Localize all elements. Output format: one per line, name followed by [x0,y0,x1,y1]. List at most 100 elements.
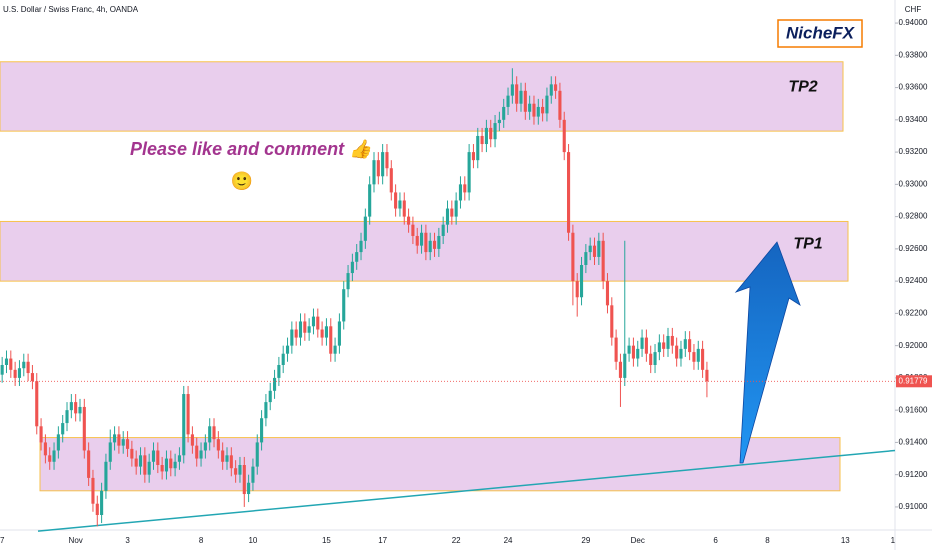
candle-body [532,103,536,117]
candle-body [95,503,99,515]
candle-body [679,348,683,359]
candle-body [216,439,220,451]
candle-body [567,152,571,233]
zones: TP2 TP1 [0,61,896,532]
candle-body [584,252,588,265]
candle-body [346,273,350,290]
y-tick-label: 0.94000 [899,18,928,27]
candle-body [432,240,437,249]
candle-body [203,442,207,451]
x-tick-label: 24 [504,536,513,545]
candle-body [333,345,337,354]
candle-body [355,252,359,262]
candle-body [337,321,341,346]
y-tick-label: 0.91200 [899,470,928,479]
candle-body [260,418,264,443]
candle-body [342,289,346,322]
x-tick-label: Dec [631,536,645,545]
candle-body [186,394,190,435]
candle-body [489,127,493,140]
candle-body [316,316,320,330]
y-tick-label: 0.93800 [899,50,928,59]
candle-body [688,339,692,353]
candle-body [437,235,441,249]
y-tick-label: 0.93200 [899,147,928,156]
candle-body [519,90,523,104]
candle-body [562,119,566,153]
x-tick-label: 1 [891,536,896,545]
candle-body [541,106,545,114]
candle-body [601,240,605,282]
candle-body [298,321,303,338]
candle-body [623,353,627,378]
candle-body [662,342,666,349]
candle-body [463,184,467,193]
candle-body [87,450,91,478]
candle-body [134,458,138,467]
candle-body [229,455,233,469]
candle-body [125,439,130,449]
candle-body [705,369,709,382]
zone [0,61,844,132]
candle-body [9,358,13,370]
candle-body [450,208,454,217]
x-tick-label: 22 [452,536,461,545]
candle-body [329,326,333,354]
x-tick-label: Nov [69,536,83,545]
candle-body [108,442,112,462]
candle-body [644,337,648,354]
plot [0,68,709,527]
candle-body [43,442,47,456]
candle-body [359,240,363,253]
candle-body [523,90,527,112]
last-price-label: 0.91779 [899,376,928,385]
candle-body [13,369,17,378]
candle-body [199,450,203,459]
y-tick-label: 0.92000 [899,341,928,350]
candle-body [394,192,398,209]
candle-body [294,329,298,338]
axis-unit: CHF [905,5,922,14]
candle-body [389,168,393,193]
candle-body [30,373,34,382]
candle-body [415,235,419,246]
x-tick-label: 10 [248,536,257,545]
candle-body [234,468,238,475]
candle-body [402,200,406,217]
y-tick-label: 0.92200 [899,308,928,317]
candle-body [264,402,268,419]
candle-body [627,345,631,354]
candle-body [683,339,687,349]
last-price-box [896,375,932,388]
x-tick-label: 17 [378,536,387,545]
y-tick-label: 0.91600 [899,405,928,414]
candle-body [420,232,424,246]
candle-body [164,458,169,472]
candle-body [657,342,661,353]
candle-body [247,482,251,495]
candle-body [255,442,259,467]
candle-body [471,152,475,161]
candle-body [666,335,670,349]
x-tick-label: 8 [199,536,204,545]
candle-body [221,450,225,462]
candle-body [39,426,43,443]
candle-body [502,106,506,120]
y-tick-label: 0.92400 [899,276,928,285]
candle-body [670,335,674,346]
candle-body [407,216,411,225]
candle-body [579,265,584,298]
candle-body [147,461,151,475]
candle-body [208,426,212,443]
candle-body [381,152,385,177]
candle-body [398,200,402,209]
arrow [734,241,801,464]
candle-body [536,106,540,117]
candle-body [510,84,514,96]
candle-body [238,465,242,475]
candle-body [277,365,281,378]
candle-body [411,224,415,236]
candle-body [549,84,553,96]
